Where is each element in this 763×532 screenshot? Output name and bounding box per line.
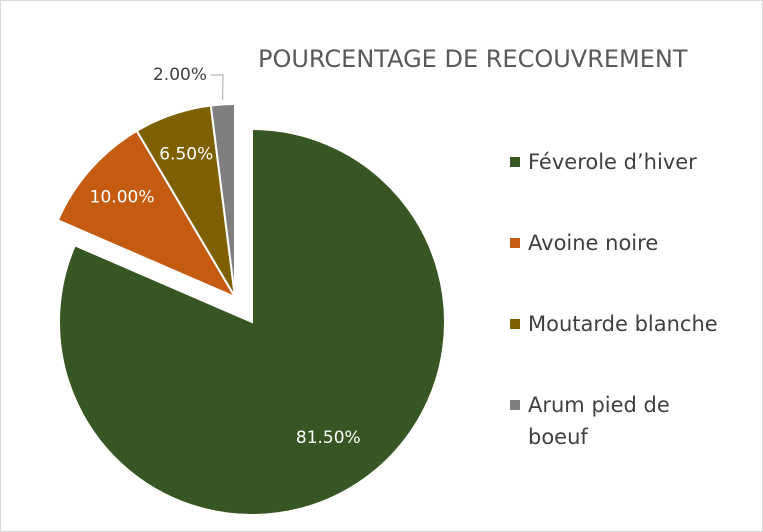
legend-swatch bbox=[510, 319, 520, 329]
legend-label: Moutarde blanche bbox=[528, 312, 718, 336]
data-label: 81.50% bbox=[296, 428, 361, 448]
legend-swatch bbox=[510, 238, 520, 248]
legend-item: Arum pied de boeuf bbox=[510, 389, 735, 453]
legend-label: Avoine noire bbox=[528, 231, 659, 255]
legend-swatch bbox=[510, 157, 520, 167]
chart-title: POURCENTAGE DE RECOUVREMENT bbox=[258, 45, 688, 73]
legend-item: Féverole d’hiver bbox=[510, 146, 735, 178]
legend-item: Avoine noire bbox=[510, 227, 735, 259]
legend-item: Moutarde blanche bbox=[510, 308, 735, 340]
pie-slice bbox=[58, 127, 446, 516]
pie-slice bbox=[209, 102, 236, 298]
legend-label: Féverole d’hiver bbox=[528, 150, 697, 174]
data-label: 10.00% bbox=[90, 187, 155, 207]
data-label: 6.50% bbox=[159, 145, 213, 165]
leader-line bbox=[211, 74, 224, 101]
pie-slice bbox=[56, 129, 238, 300]
legend-swatch bbox=[510, 400, 520, 410]
legend-label: Arum pied de boeuf bbox=[528, 393, 670, 449]
data-label: 2.00% bbox=[153, 65, 207, 85]
